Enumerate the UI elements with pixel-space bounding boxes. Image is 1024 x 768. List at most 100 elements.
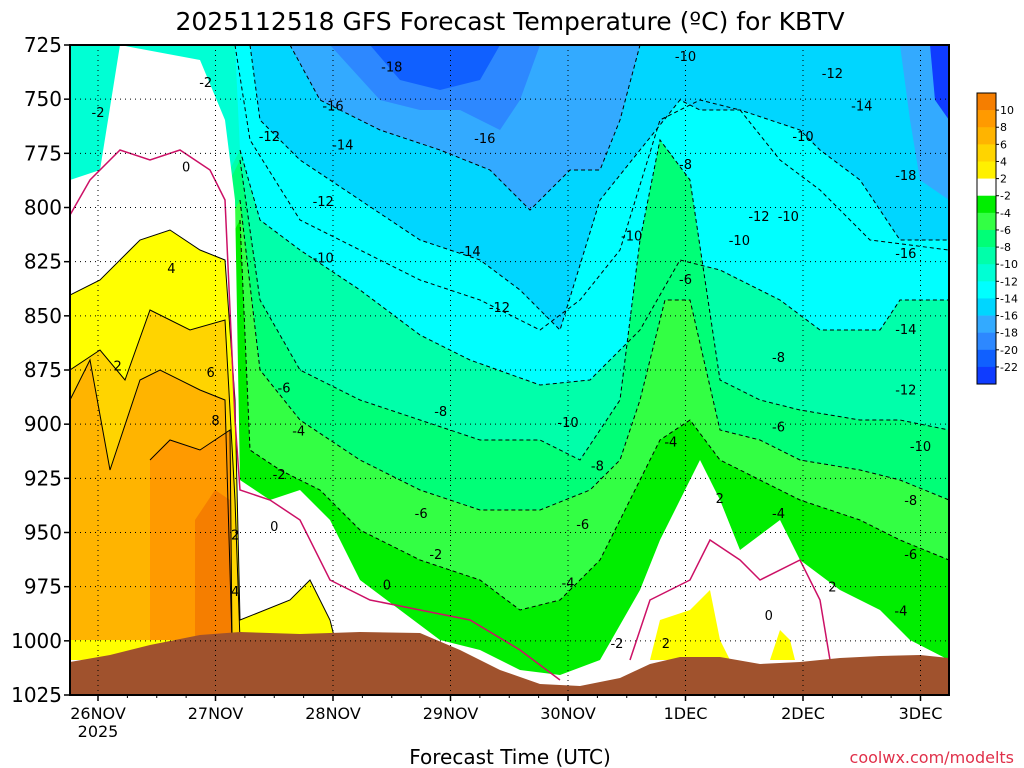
- contour-label: 2: [828, 581, 836, 596]
- contour-label: -8: [434, 405, 447, 420]
- colorbar-label: -12: [1000, 275, 1018, 288]
- y-tick-label: 825: [24, 250, 62, 274]
- y-tick-label: 750: [24, 87, 62, 111]
- colorbar-swatch: [977, 93, 996, 111]
- y-tick-label: 900: [24, 412, 62, 436]
- contour-minus6: [239, 199, 949, 511]
- colorbar-swatch: [977, 281, 996, 299]
- contour-label: -10: [729, 234, 750, 249]
- cold-region-minus22-east: [930, 45, 949, 120]
- contour-label: 0: [182, 160, 190, 175]
- contour-label: 0: [270, 520, 278, 535]
- contour-label: -10: [778, 210, 799, 225]
- contour-label: -10: [675, 50, 696, 65]
- y-tick-label: 975: [24, 575, 62, 599]
- contour-label: -10: [557, 416, 578, 431]
- contour-6: [70, 358, 233, 641]
- contour-label: 4: [167, 262, 175, 277]
- x-axis: 26NOV 27NOV 28NOV 29NOV 30NOV 1DEC 2DEC 3DEC: [70, 695, 942, 723]
- contour-label: -6: [679, 273, 692, 288]
- contour-label: -10: [792, 130, 813, 145]
- grid-lines: [70, 45, 949, 695]
- y-tick-label: 725: [24, 33, 62, 57]
- colorbar-label: -16: [1000, 310, 1018, 323]
- colorbar-label: -6: [1000, 224, 1011, 237]
- contour-label: 4: [231, 585, 239, 600]
- contour-label: -6: [576, 518, 589, 533]
- contour-label: 2: [716, 492, 724, 507]
- warm-region-2-dec1: [650, 590, 730, 660]
- colorbar-label: 2: [1000, 173, 1007, 186]
- contour-label: -2: [199, 76, 212, 91]
- colorbar-swatch: [977, 195, 996, 214]
- colorbar-label: -22: [1000, 361, 1018, 374]
- contour-label: 8: [211, 414, 219, 429]
- colorbar-swatch: [977, 366, 996, 385]
- contour-minus12: [234, 45, 949, 331]
- cold-region-minus22: [370, 45, 500, 90]
- credit-link[interactable]: coolwx.com/modelts: [850, 748, 1014, 767]
- contour-label: -4: [562, 576, 575, 591]
- contour-minus10: [239, 149, 949, 386]
- contour-2: [70, 229, 341, 661]
- contour-minus16: [289, 45, 641, 211]
- colorbar-label: -8: [1000, 241, 1011, 254]
- contour-label: -8: [772, 351, 785, 366]
- x-tick-label: 1DEC: [664, 704, 708, 723]
- contour-label: -10: [313, 251, 334, 266]
- x-tick-label: 30NOV: [540, 704, 596, 723]
- contour-lines-solid: [70, 229, 341, 661]
- contour-label: -6: [772, 420, 785, 435]
- contour-label: -14: [851, 100, 872, 115]
- contour-label: -16: [322, 100, 343, 115]
- colorbar-swatch: [977, 264, 996, 282]
- contour-label: -14: [895, 323, 916, 338]
- x-tick-label: 26NOV: [70, 704, 126, 723]
- colorbar-label: -14: [1000, 292, 1018, 305]
- colorbar-label: -4: [1000, 207, 1011, 220]
- contour-label: -2: [92, 106, 105, 121]
- colorbar-label: 6: [1000, 138, 1007, 151]
- contour-label: -16: [895, 247, 916, 262]
- colorbar-label: -10: [1000, 258, 1018, 271]
- y-tick-label: 850: [24, 304, 62, 328]
- colorbar-swatch: [977, 127, 996, 145]
- y-tick-label: 1025: [11, 683, 62, 707]
- contour-label: -12: [895, 384, 916, 399]
- colorbar-label: 4: [1000, 155, 1007, 168]
- colorbar-swatch: [977, 144, 996, 162]
- colorbar-swatch: [977, 212, 996, 231]
- colorbar-swatch: [977, 298, 996, 316]
- colorbar-swatch: [977, 161, 996, 179]
- colorbar: 10 8 6 4 2 -2 -4 -6 -8 -10 -12 -14 -16 -18 -20 -22: [976, 92, 1018, 385]
- x-tick-label: 28NOV: [305, 704, 361, 723]
- contour-label: -2: [610, 637, 623, 652]
- contour-label: -14: [332, 139, 353, 154]
- colorbar-swatch: [977, 247, 996, 265]
- colorbar-border: [976, 92, 997, 385]
- contour-label: -8: [679, 158, 692, 173]
- colorbar-label: -18: [1000, 327, 1018, 340]
- freezing-lines: [70, 149, 831, 681]
- contour-label: 2: [113, 360, 121, 375]
- contour-label: -4: [292, 425, 305, 440]
- contour-label: -2: [429, 548, 442, 563]
- contour-4: [70, 309, 241, 641]
- x-tick-label: 27NOV: [188, 704, 244, 723]
- contour-label: -6: [278, 381, 291, 396]
- contour-minus4: [239, 219, 949, 611]
- contour-lines: [234, 45, 949, 611]
- contour-minus14: [249, 45, 949, 331]
- colorbar-label: 10: [1000, 104, 1014, 117]
- y-tick-label: 800: [24, 196, 62, 220]
- contour-label: -12: [259, 130, 280, 145]
- contour-label: -12: [313, 195, 334, 210]
- contour-label: -6: [904, 548, 917, 563]
- near-freezing-region: [70, 45, 949, 695]
- plot-area: -18 -16 -2 -2 0 -12 -14 -16 -12 -10 -14 -12 4 2 6 8 -6 -4…: [70, 45, 949, 695]
- contour-8: [149, 429, 233, 641]
- y-tick-label: 1000: [11, 629, 62, 653]
- warm-region-10: [195, 490, 232, 640]
- contour-label: -14: [459, 245, 480, 260]
